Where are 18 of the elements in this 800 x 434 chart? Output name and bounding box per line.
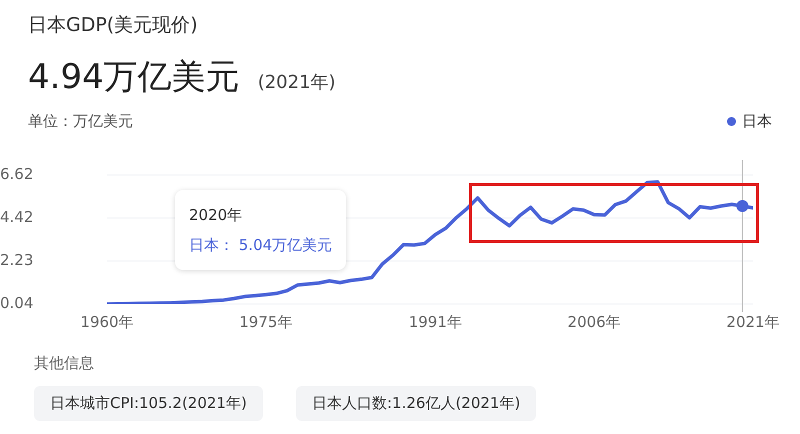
y-tick-label: 0.04 bbox=[0, 294, 34, 312]
annotation: 2020年 bbox=[189, 205, 244, 226]
text: 日本城市CPI:105.2(2021年) bbox=[34, 386, 263, 421]
x-tick-label: 2021年 bbox=[726, 312, 780, 331]
text: 其他信息 bbox=[34, 354, 94, 373]
annotation: 日本： 5.04万亿美元 bbox=[189, 235, 332, 256]
x-tick-label: 1960年 bbox=[80, 312, 134, 331]
x-tick-label: 2006年 bbox=[568, 312, 621, 331]
x-tick-label: 1975年 bbox=[239, 312, 292, 331]
legend-label: 日本 bbox=[741, 112, 772, 131]
y-tick-label: 2.23 bbox=[0, 250, 34, 269]
y-tick-label: 6.62 bbox=[0, 164, 34, 183]
x-tick-label: 1991年 bbox=[408, 312, 462, 331]
chart-subtitle: 4.94万亿美元 (2021年) bbox=[28, 56, 336, 99]
y-tick-label: 4.42 bbox=[0, 208, 34, 226]
chart-title: 日本GDP(美元现价) bbox=[28, 13, 198, 38]
text: 日本人口数:1.26亿人(2021年) bbox=[296, 386, 536, 421]
y-axis-title: 单位：万亿美元 bbox=[28, 112, 133, 131]
